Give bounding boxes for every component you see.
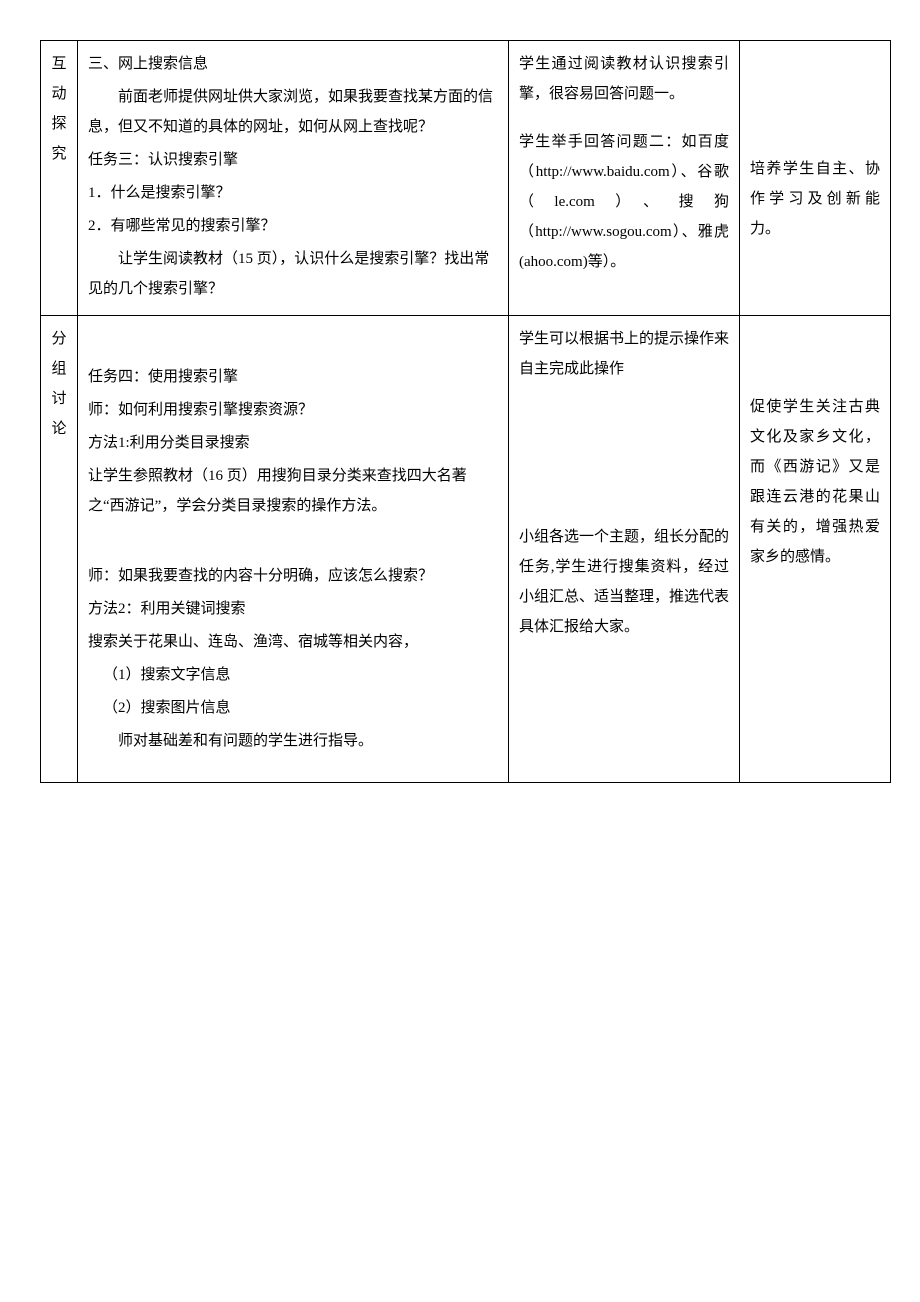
question-2: 2．有哪些常见的搜索引擎？ [88,211,498,241]
teacher-note: 师对基础差和有问题的学生进行指导。 [88,726,498,756]
instruction-text: 让学生阅读教材（15 页），认识什么是搜索引擎？找出常见的几个搜索引擎？ [88,244,498,304]
method-2-sub2: （2）搜索图片信息 [88,693,498,723]
student-response-1: 学生可以根据书上的提示操作来自主完成此操作 [519,324,729,384]
task-title: 任务四：使用搜索引擎 [88,362,498,392]
section-heading: 三、网上搜索信息 [88,49,498,79]
method-2-body: 搜索关于花果山、连岛、渔湾、宿城等相关内容， [88,627,498,657]
method-1-body: 让学生参照教材（16 页）用搜狗目录分类来查找四大名著之“西游记”，学会分类目录… [88,461,498,521]
lesson-plan-table-page: 互动探究 三、网上搜索信息 前面老师提供网址供大家浏览，如果我要查找某方面的信息… [40,40,880,783]
intro-text: 前面老师提供网址供大家浏览，如果我要查找某方面的信息，但又不知道的具体的网址，如… [88,82,498,142]
student-activity-cell: 学生通过阅读教材认识搜索引擎，很容易回答问题一。 学生举手回答问题二：如百度（h… [509,41,740,316]
teacher-question: 师：如何利用搜索引擎搜索资源？ [88,395,498,425]
student-activity-cell: 学生可以根据书上的提示操作来自主完成此操作 小组各选一个主题，组长分配的任务,学… [509,316,740,783]
question-1: 1．什么是搜索引擎？ [88,178,498,208]
teacher-question-2: 师：如果我要查找的内容十分明确，应该怎么搜索？ [88,561,498,591]
student-response-2: 小组各选一个主题，组长分配的任务,学生进行搜集资料，经过小组汇总、适当整理，推选… [519,522,729,642]
task-title: 任务三：认识搜索引擎 [88,145,498,175]
phase-cell: 分组讨论 [41,316,78,783]
design-intent-cell: 促使学生关注古典文化及家乡文化，而《西游记》又是跟连云港的花果山有关的，增强热爱… [740,316,891,783]
teacher-activity-cell: 三、网上搜索信息 前面老师提供网址供大家浏览，如果我要查找某方面的信息，但又不知… [78,41,509,316]
method-1-title: 方法1:利用分类目录搜索 [88,428,498,458]
phase-label: 互动探究 [45,49,73,169]
method-2-title: 方法2：利用关键词搜索 [88,594,498,624]
teacher-activity-cell: 任务四：使用搜索引擎 师：如何利用搜索引擎搜索资源？ 方法1:利用分类目录搜索 … [78,316,509,783]
phase-cell: 互动探究 [41,41,78,316]
student-response-2: 学生举手回答问题二：如百度（http://www.baidu.com）、谷歌（l… [519,127,729,277]
intent-text: 促使学生关注古典文化及家乡文化，而《西游记》又是跟连云港的花果山有关的，增强热爱… [750,392,880,572]
design-intent-cell: 培养学生自主、协作学习及创新能力。 [740,41,891,316]
table-row: 互动探究 三、网上搜索信息 前面老师提供网址供大家浏览，如果我要查找某方面的信息… [41,41,891,316]
method-2-sub1: （1）搜索文字信息 [88,660,498,690]
table-row: 分组讨论 任务四：使用搜索引擎 师：如何利用搜索引擎搜索资源？ 方法1:利用分类… [41,316,891,783]
phase-label: 分组讨论 [45,324,73,444]
intent-text: 培养学生自主、协作学习及创新能力。 [750,154,880,244]
lesson-plan-table: 互动探究 三、网上搜索信息 前面老师提供网址供大家浏览，如果我要查找某方面的信息… [40,40,891,783]
student-response-1: 学生通过阅读教材认识搜索引擎，很容易回答问题一。 [519,49,729,109]
